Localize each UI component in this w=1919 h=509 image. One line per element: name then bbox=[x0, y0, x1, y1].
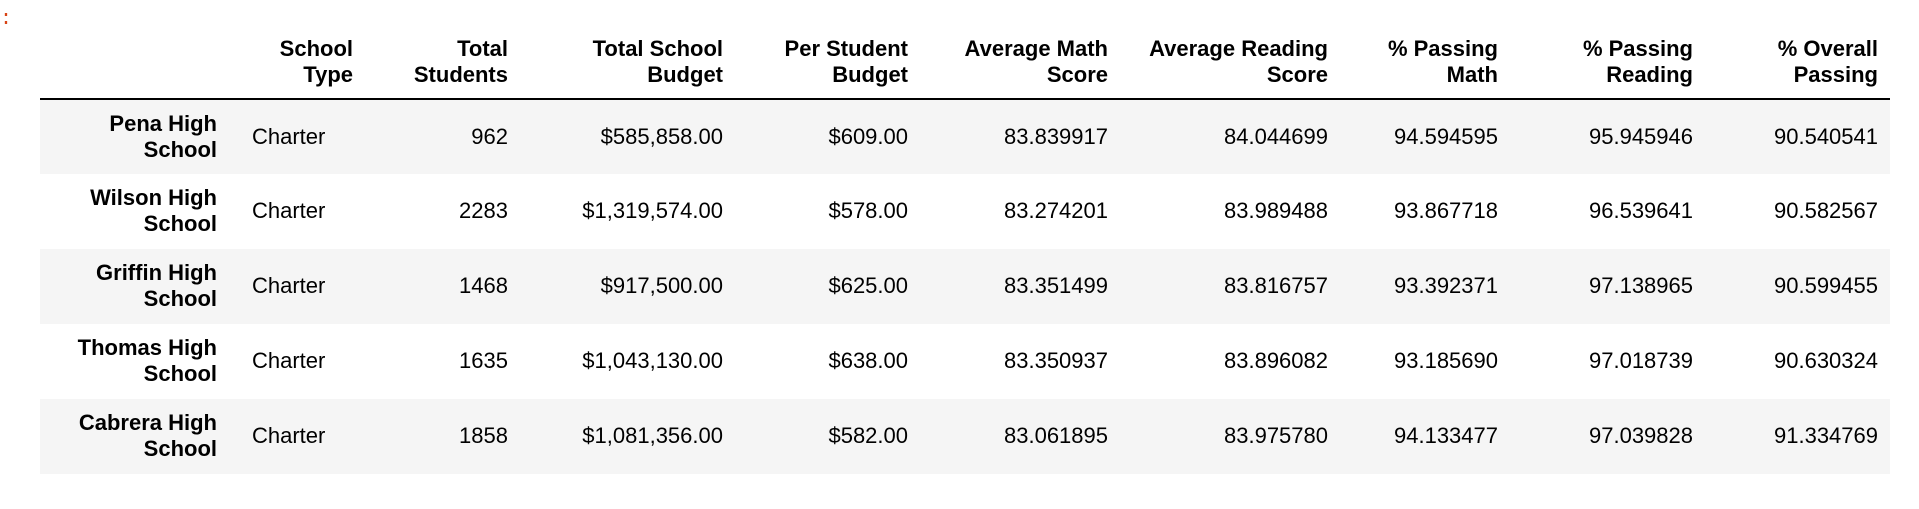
cell-passing-math: 94.594595 bbox=[1394, 123, 1498, 149]
column-header-passing-math: % Passing Math bbox=[1340, 34, 1510, 100]
row-index-label: Pena High School bbox=[109, 110, 217, 162]
cell-average-math-score: 83.351499 bbox=[1004, 273, 1108, 298]
cell-total-school-budget: $917,500.00 bbox=[600, 273, 723, 298]
table-row: Cabrera High School Charter 1858 $1,081,356… bbox=[40, 399, 1890, 474]
cell-average-math-score: 83.061895 bbox=[1004, 423, 1108, 448]
cell-average-reading-score: 83.896082 bbox=[1224, 348, 1328, 373]
row-index-label: Cabrera High School bbox=[78, 410, 217, 461]
column-header-per-student-budget: Per Student Budget bbox=[735, 34, 920, 100]
cell-total-students: 1635 bbox=[459, 348, 508, 373]
cell-passing-math: 93.867718 bbox=[1394, 198, 1498, 223]
column-header-total-students: Total Students bbox=[365, 34, 520, 100]
row-index-label: Griffin High School bbox=[96, 260, 217, 311]
cell-total-school-budget: $1,081,356.00 bbox=[582, 423, 723, 448]
cell-per-student-budget: $638.00 bbox=[828, 348, 908, 373]
row-index-label: Wilson High School bbox=[90, 185, 217, 236]
cell-total-students: 962 bbox=[471, 123, 508, 149]
dataframe-output: School Type Total Students Total School … bbox=[40, 34, 1890, 474]
cell-passing-reading: 96.539641 bbox=[1589, 198, 1693, 223]
cell-total-school-budget: $585,858.00 bbox=[600, 123, 723, 149]
cell-average-math-score: 83.350937 bbox=[1004, 348, 1108, 373]
table-row: Thomas High School Charter 1635 $1,043,130.… bbox=[40, 324, 1890, 399]
cell-overall-passing: 90.582567 bbox=[1774, 198, 1878, 223]
column-header-school-type: School Type bbox=[240, 34, 365, 100]
table-row: Wilson High School Charter 2283 $1,319,574.… bbox=[40, 174, 1890, 249]
cell-average-reading-score: 83.989488 bbox=[1224, 198, 1328, 223]
cell-per-student-budget: $582.00 bbox=[828, 423, 908, 448]
table-header: School Type Total Students Total School … bbox=[40, 34, 1890, 100]
cell-total-students: 1858 bbox=[459, 423, 508, 448]
cell-school-type: Charter bbox=[252, 198, 326, 223]
column-header-overall-passing: % Overall Passing bbox=[1705, 34, 1890, 100]
table-row: Griffin High School Charter 1468 $917,500.0… bbox=[40, 249, 1890, 324]
cell-overall-passing: 90.599455 bbox=[1774, 273, 1878, 298]
table-body: Pena High School Charter 962 $585,858.00 $60… bbox=[40, 99, 1890, 474]
cell-average-reading-score: 84.044699 bbox=[1224, 123, 1328, 149]
cell-overall-passing: 90.540541 bbox=[1774, 123, 1878, 149]
header-row: School Type Total Students Total School … bbox=[40, 34, 1890, 100]
table-row: Pena High School Charter 962 $585,858.00 $60… bbox=[40, 99, 1890, 174]
cell-per-student-budget: $625.00 bbox=[828, 273, 908, 298]
cell-school-type: Charter bbox=[252, 348, 326, 373]
cell-total-students: 1468 bbox=[459, 273, 508, 298]
cell-passing-math: 94.133477 bbox=[1394, 423, 1498, 448]
cell-per-student-budget: $578.00 bbox=[828, 198, 908, 223]
cell-passing-reading: 97.138965 bbox=[1589, 273, 1693, 298]
cell-passing-reading: 95.945946 bbox=[1589, 123, 1693, 149]
column-header-passing-reading: % Passing Reading bbox=[1510, 34, 1705, 100]
cell-average-reading-score: 83.975780 bbox=[1224, 423, 1328, 448]
cell-passing-reading: 97.039828 bbox=[1589, 423, 1693, 448]
column-header-total-school-budget: Total School Budget bbox=[520, 34, 735, 100]
school-summary-table: School Type Total Students Total School … bbox=[40, 34, 1890, 474]
cell-passing-reading: 97.018739 bbox=[1589, 348, 1693, 373]
cell-school-type: Charter bbox=[252, 123, 326, 149]
cell-total-school-budget: $1,319,574.00 bbox=[582, 198, 723, 223]
cell-per-student-budget: $609.00 bbox=[828, 123, 908, 149]
cell-overall-passing: 91.334769 bbox=[1774, 423, 1878, 448]
row-index-label: Thomas High School bbox=[77, 335, 217, 386]
cell-overall-passing: 90.630324 bbox=[1774, 348, 1878, 373]
cell-average-reading-score: 83.816757 bbox=[1224, 273, 1328, 298]
cell-average-math-score: 83.274201 bbox=[1004, 198, 1108, 223]
cell-total-school-budget: $1,043,130.00 bbox=[582, 348, 723, 373]
cell-average-math-score: 83.839917 bbox=[1004, 123, 1108, 149]
column-header-average-reading-score: Average Reading Score bbox=[1120, 34, 1340, 100]
index-header bbox=[40, 34, 240, 100]
output-prompt-marker: : bbox=[0, 8, 13, 31]
cell-passing-math: 93.392371 bbox=[1394, 273, 1498, 298]
cell-school-type: Charter bbox=[252, 273, 326, 298]
cell-passing-math: 93.185690 bbox=[1394, 348, 1498, 373]
cell-school-type: Charter bbox=[252, 423, 326, 448]
cell-total-students: 2283 bbox=[459, 198, 508, 223]
column-header-average-math-score: Average Math Score bbox=[920, 34, 1120, 100]
